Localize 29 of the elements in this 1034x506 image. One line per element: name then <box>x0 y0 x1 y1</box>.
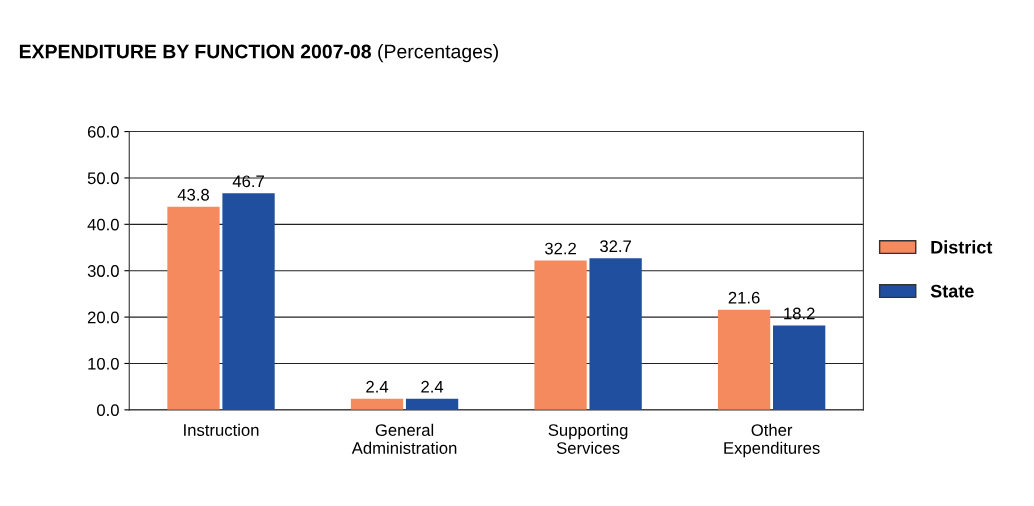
x-tick-label: General Administration <box>351 423 457 454</box>
y-tick-label: 0.0 <box>97 404 119 417</box>
y-tick-label: 20.0 <box>87 311 119 324</box>
data-label: 2.4 <box>421 380 444 393</box>
data-label: 46.7 <box>232 175 264 188</box>
data-label: 2.4 <box>366 380 389 393</box>
data-label: 32.7 <box>600 240 631 253</box>
y-tick-label: 60.0 <box>87 125 119 138</box>
data-label: 32.2 <box>544 242 576 255</box>
x-tick-label: Other Expenditures <box>724 423 820 458</box>
x-tick-label: Supporting Services <box>548 423 628 454</box>
y-tick-label: 40.0 <box>87 218 119 231</box>
data-label: 21.6 <box>728 291 760 304</box>
legend-label: State <box>930 284 974 298</box>
bar <box>222 193 275 410</box>
data-label: 18.2 <box>784 307 815 320</box>
y-tick-label: 10.0 <box>88 357 119 370</box>
chart-subtitle: (Percentages) <box>378 44 498 63</box>
bar <box>167 206 220 410</box>
chart-title: EXPENDITURE BY FUNCTION 2007-08 <box>19 44 371 59</box>
legend-label: District <box>931 240 993 254</box>
x-tick-label: Instruction <box>184 423 259 436</box>
y-tick-label: 30.0 <box>87 265 119 277</box>
bar <box>773 325 826 410</box>
bar <box>589 258 642 410</box>
bar <box>717 309 771 410</box>
data-label: 43.8 <box>177 188 209 201</box>
y-tick-label: 50.0 <box>87 172 119 185</box>
bar <box>534 260 587 410</box>
